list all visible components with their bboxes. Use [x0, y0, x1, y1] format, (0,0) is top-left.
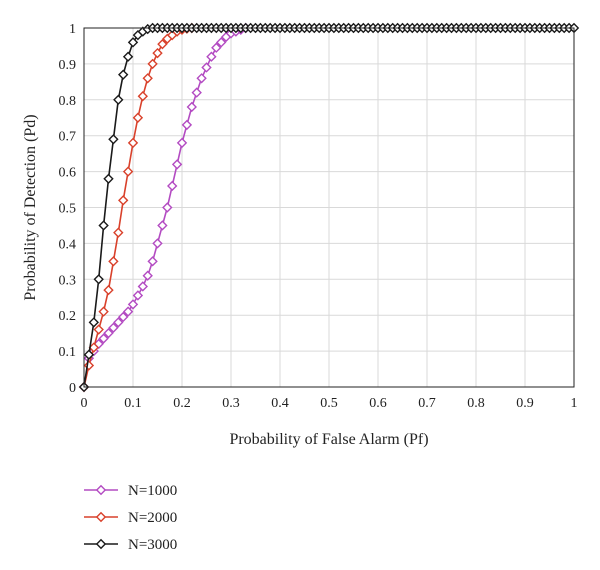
data-point-marker [216, 37, 227, 48]
x-tick-label: 0.7 [418, 396, 436, 411]
legend: N=1000 N=2000 N=3000 [84, 483, 177, 553]
data-point-marker [98, 220, 109, 231]
data-point-marker [127, 37, 139, 48]
data-point-marker [147, 58, 158, 70]
data-point-marker [142, 73, 153, 84]
x-tick-label: 0.5 [320, 396, 338, 411]
data-point-marker [113, 94, 124, 105]
data-point-marker [108, 134, 119, 145]
data-point-marker [152, 238, 163, 249]
data-point-marker [176, 137, 188, 149]
y-tick-label: 0.8 [59, 94, 77, 109]
legend-diamond-icon [95, 538, 107, 550]
data-point-marker [88, 317, 99, 328]
data-point-marker [83, 360, 95, 371]
y-axis-title: Probability of Detection (Pd) [22, 114, 39, 300]
data-point-marker [191, 87, 202, 98]
data-point-marker [171, 159, 183, 170]
data-point-marker [118, 195, 129, 206]
data-point-marker [157, 38, 168, 50]
data-point-marker [103, 284, 114, 296]
data-point-marker [98, 333, 109, 344]
data-point-marker [201, 62, 212, 73]
y-tick-label: 0.2 [59, 309, 77, 324]
data-point-marker [206, 51, 217, 62]
y-tick-label: 0.9 [59, 58, 77, 73]
data-point-marker [157, 220, 168, 231]
y-tick-label: 0.1 [59, 345, 77, 360]
data-point-marker [137, 281, 148, 292]
data-point-marker [122, 306, 134, 317]
data-point-marker [122, 166, 134, 177]
data-point-marker [93, 274, 104, 285]
data-point-marker [118, 311, 129, 323]
y-tick-label: 0.6 [59, 166, 77, 181]
legend-label: N=2000 [128, 510, 177, 526]
data-point-marker [127, 137, 139, 149]
x-tick-label: 0.1 [124, 396, 142, 411]
data-point-marker [211, 42, 222, 53]
legend-label: N=1000 [128, 483, 177, 499]
x-tick-label: 0.3 [222, 396, 240, 411]
data-point-marker [113, 317, 124, 328]
legend-diamond-icon [95, 484, 107, 496]
x-tick-label: 0.2 [173, 396, 191, 411]
data-point-marker [186, 101, 197, 113]
data-point-marker [142, 270, 153, 281]
x-tick-label: 0.4 [271, 396, 289, 411]
data-point-marker [103, 327, 114, 339]
y-tick-labels: 0 0.1 0.2 0.3 0.4 0.5 0.6 0.7 0.8 0.9 1 [59, 22, 77, 396]
y-tick-label: 1 [69, 22, 76, 37]
x-tick-label: 0.8 [467, 396, 485, 411]
data-point-marker [167, 180, 178, 192]
legend-diamond-icon [95, 511, 107, 523]
data-point-marker [103, 173, 114, 184]
x-axis-title: Probability of False Alarm (Pf) [229, 431, 428, 448]
legend-item: N=2000 [84, 510, 177, 526]
data-point-marker [147, 256, 158, 267]
y-tick-label: 0.3 [59, 273, 77, 288]
plot-area-frame [83, 27, 575, 388]
legend-item: N=1000 [84, 483, 177, 499]
x-tick-label: 0.9 [516, 396, 534, 411]
x-tick-label: 1 [571, 396, 578, 411]
x-tick-label: 0.6 [369, 396, 387, 411]
data-point-marker [132, 290, 144, 301]
data-point-marker [162, 202, 173, 213]
data-point-marker [127, 299, 139, 310]
y-tick-label: 0.7 [59, 130, 77, 145]
grid [83, 27, 575, 388]
data-point-marker [137, 91, 148, 102]
y-tick-label: 0 [69, 381, 76, 396]
data-point-marker [152, 47, 163, 59]
legend-item: N=3000 [84, 537, 177, 553]
data-point-marker [196, 73, 207, 84]
data-point-marker [122, 51, 134, 62]
data-point-marker [98, 306, 109, 317]
data-point-marker [108, 256, 119, 267]
data-point-marker [113, 227, 124, 238]
data-point-marker [181, 119, 193, 131]
data-point-marker [118, 69, 129, 80]
data-point-marker [93, 324, 104, 335]
data-point-marker [83, 349, 95, 360]
x-tick-labels: 0 0.1 0.2 0.3 0.4 0.5 0.6 0.7 0.8 0.9 1 [81, 396, 578, 411]
y-tick-label: 0.4 [59, 237, 77, 252]
data-point-marker [108, 322, 119, 333]
data-point-marker [132, 112, 144, 123]
y-tick-label: 0.5 [59, 202, 77, 217]
x-tick-label: 0 [81, 396, 88, 411]
legend-label: N=3000 [128, 537, 177, 553]
